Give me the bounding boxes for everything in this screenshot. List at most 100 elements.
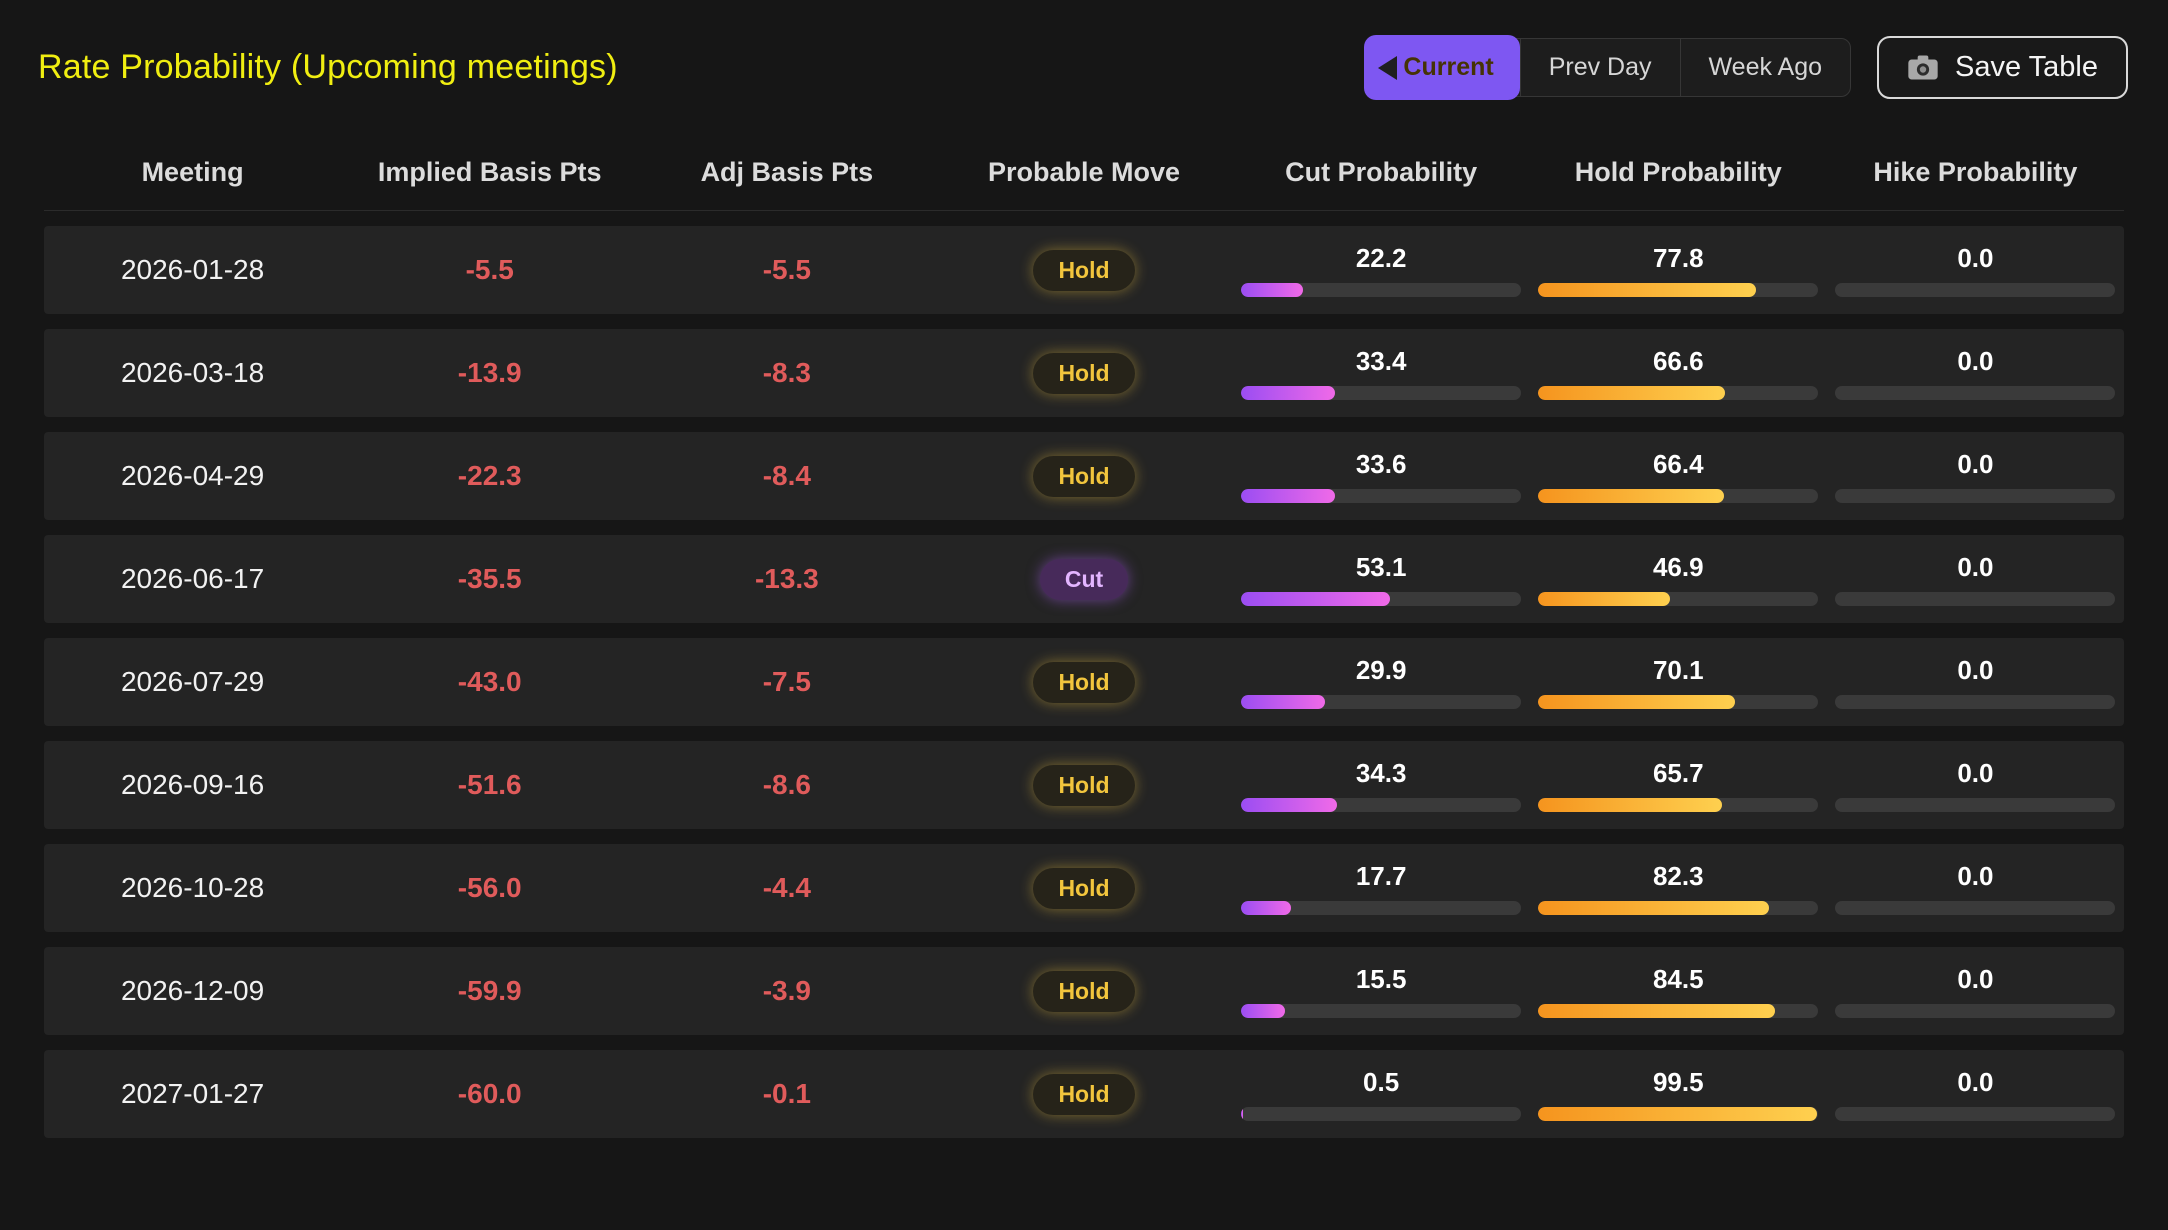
time-range-toggle: Current Prev Day Week Ago bbox=[1364, 35, 1852, 100]
adj-basis-pts: -8.6 bbox=[762, 769, 811, 800]
hold-probability-value: 65.7 bbox=[1652, 758, 1704, 788]
adj-basis-pts: -4.4 bbox=[762, 872, 811, 903]
hike-probability-cell: 0.0 bbox=[1827, 655, 2124, 709]
cut-probability-cell: 53.1 bbox=[1233, 552, 1530, 606]
cut-probability-cell: 22.2 bbox=[1233, 243, 1530, 297]
cut-probability-cell: 29.9 bbox=[1233, 655, 1530, 709]
hike-probability-value: 0.0 bbox=[1957, 346, 1994, 376]
probable-move-badge: Hold bbox=[1033, 249, 1135, 291]
col-header-hold-probability: Hold Probability bbox=[1574, 157, 1782, 187]
toggle-week-ago[interactable]: Week Ago bbox=[1679, 39, 1851, 96]
save-table-button[interactable]: Save Table bbox=[1877, 36, 2128, 99]
hold-probability-value: 77.8 bbox=[1652, 243, 1704, 273]
hold-probability-bar bbox=[1538, 901, 1819, 915]
toggle-prev-day[interactable]: Prev Day bbox=[1519, 39, 1680, 96]
cut-probability-bar bbox=[1241, 695, 1522, 709]
cut-probability-bar-fill bbox=[1241, 1004, 1285, 1018]
hold-probability-value: 82.3 bbox=[1652, 861, 1704, 891]
meeting-date: 2026-09-16 bbox=[120, 769, 265, 800]
cut-probability-bar bbox=[1241, 283, 1522, 297]
table-row: 2026-06-17 -35.5 -13.3 Cut 53.1 46.9 0.0 bbox=[44, 535, 2124, 623]
hike-probability-bar bbox=[1835, 1004, 2116, 1018]
cut-probability-cell: 33.6 bbox=[1233, 449, 1530, 503]
cut-probability-value: 29.9 bbox=[1355, 655, 1407, 685]
probable-move-badge: Hold bbox=[1033, 661, 1135, 703]
hold-probability-bar-fill bbox=[1538, 798, 1723, 812]
cut-probability-value: 34.3 bbox=[1355, 758, 1407, 788]
table-header: Meeting Implied Basis Pts Adj Basis Pts … bbox=[44, 157, 2124, 211]
probable-move-badge: Hold bbox=[1033, 867, 1135, 909]
probable-move-badge: Hold bbox=[1033, 455, 1135, 497]
implied-basis-pts: -60.0 bbox=[457, 1078, 522, 1109]
probable-move-badge: Hold bbox=[1033, 352, 1135, 394]
col-header-cut-probability: Cut Probability bbox=[1285, 157, 1478, 187]
hike-probability-bar bbox=[1835, 695, 2116, 709]
hike-probability-value: 0.0 bbox=[1957, 758, 1994, 788]
hold-probability-bar bbox=[1538, 592, 1819, 606]
hold-probability-value: 46.9 bbox=[1652, 552, 1704, 582]
hike-probability-bar bbox=[1835, 901, 2116, 915]
probable-move-cell: Hold bbox=[935, 867, 1232, 909]
table-row: 2026-10-28 -56.0 -4.4 Hold 17.7 82.3 0.0 bbox=[44, 844, 2124, 932]
cut-probability-value: 17.7 bbox=[1355, 861, 1407, 891]
adj-basis-pts: -5.5 bbox=[762, 254, 811, 285]
hold-probability-cell: 99.5 bbox=[1530, 1067, 1827, 1121]
hold-probability-value: 70.1 bbox=[1652, 655, 1704, 685]
cut-probability-cell: 33.4 bbox=[1233, 346, 1530, 400]
cut-probability-bar-fill bbox=[1241, 695, 1325, 709]
cut-probability-cell: 34.3 bbox=[1233, 758, 1530, 812]
adj-basis-pts: -8.4 bbox=[762, 460, 811, 491]
hike-probability-bar bbox=[1835, 592, 2116, 606]
hike-probability-bar bbox=[1835, 1107, 2116, 1121]
cut-probability-bar-fill bbox=[1241, 798, 1338, 812]
cut-probability-value: 15.5 bbox=[1355, 964, 1407, 994]
hike-probability-bar bbox=[1835, 386, 2116, 400]
probable-move-badge: Hold bbox=[1033, 970, 1135, 1012]
hold-probability-value: 66.6 bbox=[1652, 346, 1704, 376]
probable-move-cell: Hold bbox=[935, 764, 1232, 806]
hike-probability-bar bbox=[1835, 283, 2116, 297]
cut-probability-value: 33.6 bbox=[1355, 449, 1407, 479]
rate-table: Meeting Implied Basis Pts Adj Basis Pts … bbox=[44, 157, 2124, 1138]
meeting-date: 2026-04-29 bbox=[120, 460, 265, 491]
meeting-date: 2026-06-17 bbox=[120, 563, 265, 594]
toggle-prev-day-label: Prev Day bbox=[1548, 53, 1652, 81]
hike-probability-value: 0.0 bbox=[1957, 243, 1994, 273]
implied-basis-pts: -51.6 bbox=[457, 769, 522, 800]
cut-probability-cell: 17.7 bbox=[1233, 861, 1530, 915]
implied-basis-pts: -59.9 bbox=[457, 975, 522, 1006]
meeting-date: 2026-01-28 bbox=[120, 254, 265, 285]
implied-basis-pts: -56.0 bbox=[457, 872, 522, 903]
probable-move-cell: Hold bbox=[935, 249, 1232, 291]
cut-probability-cell: 0.5 bbox=[1233, 1067, 1530, 1121]
hike-probability-cell: 0.0 bbox=[1827, 243, 2124, 297]
cut-probability-bar-fill bbox=[1241, 386, 1335, 400]
toggle-current-label: Current bbox=[1403, 53, 1494, 81]
hold-probability-cell: 65.7 bbox=[1530, 758, 1827, 812]
cut-probability-bar bbox=[1241, 1107, 1522, 1121]
col-header-adj-basis: Adj Basis Pts bbox=[700, 157, 874, 187]
col-header-meeting: Meeting bbox=[141, 157, 244, 187]
implied-basis-pts: -22.3 bbox=[457, 460, 522, 491]
hold-probability-cell: 66.4 bbox=[1530, 449, 1827, 503]
hold-probability-cell: 82.3 bbox=[1530, 861, 1827, 915]
hold-probability-bar bbox=[1538, 1004, 1819, 1018]
hike-probability-cell: 0.0 bbox=[1827, 346, 2124, 400]
cut-probability-value: 33.4 bbox=[1355, 346, 1407, 376]
implied-basis-pts: -5.5 bbox=[465, 254, 514, 285]
hike-probability-cell: 0.0 bbox=[1827, 1067, 2124, 1121]
hike-probability-value: 0.0 bbox=[1957, 655, 1994, 685]
adj-basis-pts: -8.3 bbox=[762, 357, 811, 388]
adj-basis-pts: -7.5 bbox=[762, 666, 811, 697]
cut-probability-bar-fill bbox=[1241, 901, 1291, 915]
meeting-date: 2027-01-27 bbox=[120, 1078, 265, 1109]
hold-probability-bar-fill bbox=[1538, 283, 1757, 297]
hold-probability-value: 99.5 bbox=[1652, 1067, 1704, 1097]
toggle-current[interactable]: Current bbox=[1364, 35, 1520, 100]
cut-probability-bar bbox=[1241, 1004, 1522, 1018]
probable-move-badge: Hold bbox=[1033, 1073, 1135, 1115]
hold-probability-value: 84.5 bbox=[1652, 964, 1704, 994]
cut-probability-bar bbox=[1241, 489, 1522, 503]
table-row: 2026-09-16 -51.6 -8.6 Hold 34.3 65.7 0.0 bbox=[44, 741, 2124, 829]
